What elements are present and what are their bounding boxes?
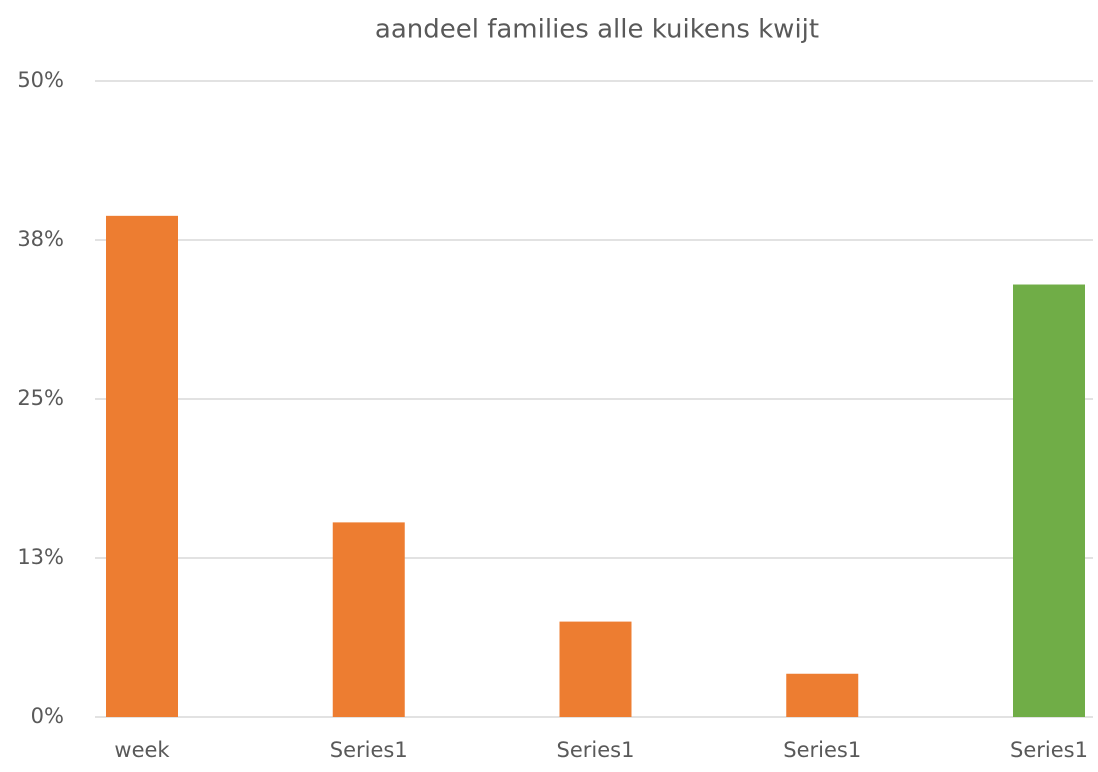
- y-tick-label: 50%: [17, 68, 64, 92]
- bar: [559, 621, 632, 717]
- y-tick-label: 38%: [17, 227, 64, 251]
- y-tick-label: 13%: [17, 545, 64, 569]
- y-tick-label: 25%: [17, 386, 64, 410]
- x-tick-label: Series1: [557, 738, 635, 762]
- bar: [1013, 284, 1085, 717]
- bar: [332, 522, 405, 717]
- bar: [786, 673, 859, 717]
- x-tick-label: week: [114, 738, 170, 762]
- bar: [106, 215, 178, 717]
- chart-title: aandeel families alle kuikens kwijt: [375, 15, 819, 45]
- x-tick-label: Series1: [783, 738, 861, 762]
- x-tick-label: Series1: [330, 738, 408, 762]
- y-tick-label: 0%: [31, 704, 64, 728]
- x-tick-label: Series1: [1010, 738, 1088, 762]
